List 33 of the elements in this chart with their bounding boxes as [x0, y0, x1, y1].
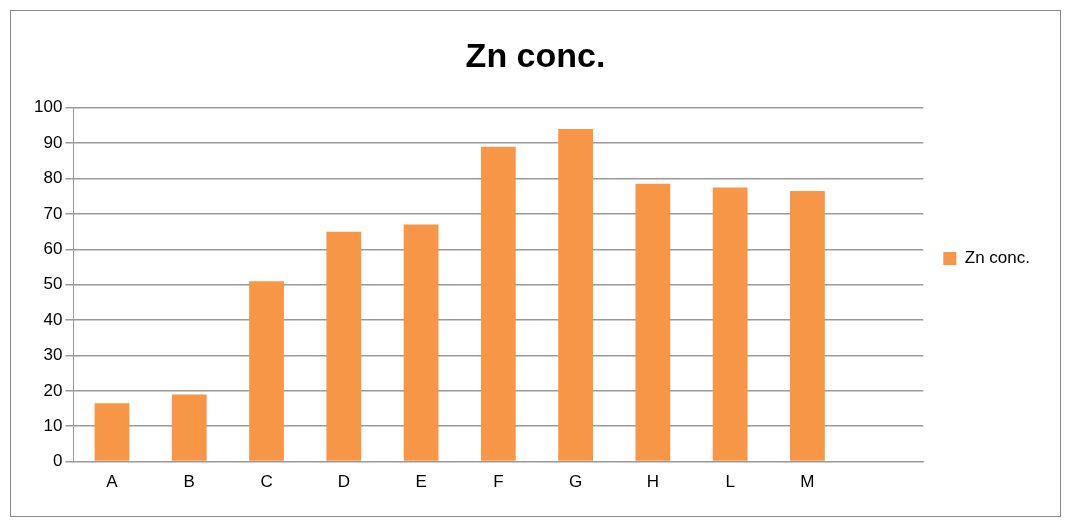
- y-tick-label: 10: [43, 415, 63, 435]
- chart-title: Zn conc.: [465, 35, 606, 74]
- x-tick-label: B: [183, 472, 195, 492]
- y-tick-label: 20: [43, 380, 63, 400]
- x-tick-label: A: [106, 472, 119, 492]
- y-tick-label: 30: [43, 345, 63, 365]
- x-tick-label: M: [800, 472, 815, 492]
- bar: [94, 403, 130, 461]
- y-tick-label: 100: [33, 97, 63, 117]
- bar: [249, 281, 284, 461]
- bar: [558, 129, 593, 461]
- x-tick-label: C: [260, 472, 273, 492]
- x-tick-label: G: [568, 472, 583, 492]
- bar: [790, 190, 825, 461]
- y-tick-label: 40: [43, 309, 63, 329]
- x-tick-label: F: [493, 472, 504, 492]
- bar: [171, 394, 207, 461]
- y-tick-label: 90: [43, 132, 63, 152]
- x-tick-label: E: [415, 472, 427, 492]
- y-tick-label: 80: [43, 168, 63, 188]
- bar: [480, 146, 516, 461]
- y-tick-label: 0: [52, 451, 63, 471]
- y-tick-label: 50: [43, 274, 63, 294]
- x-tick-label: L: [725, 472, 735, 492]
- bar: [635, 183, 671, 461]
- x-tick-label: H: [646, 472, 660, 492]
- bar: [403, 224, 439, 461]
- y-tick-label: 60: [43, 239, 63, 259]
- y-tick-label: 70: [43, 203, 63, 223]
- legend-label: Zn conc.: [964, 248, 1031, 268]
- bar: [326, 231, 362, 461]
- x-tick-label: D: [337, 472, 350, 492]
- bar: [712, 187, 748, 461]
